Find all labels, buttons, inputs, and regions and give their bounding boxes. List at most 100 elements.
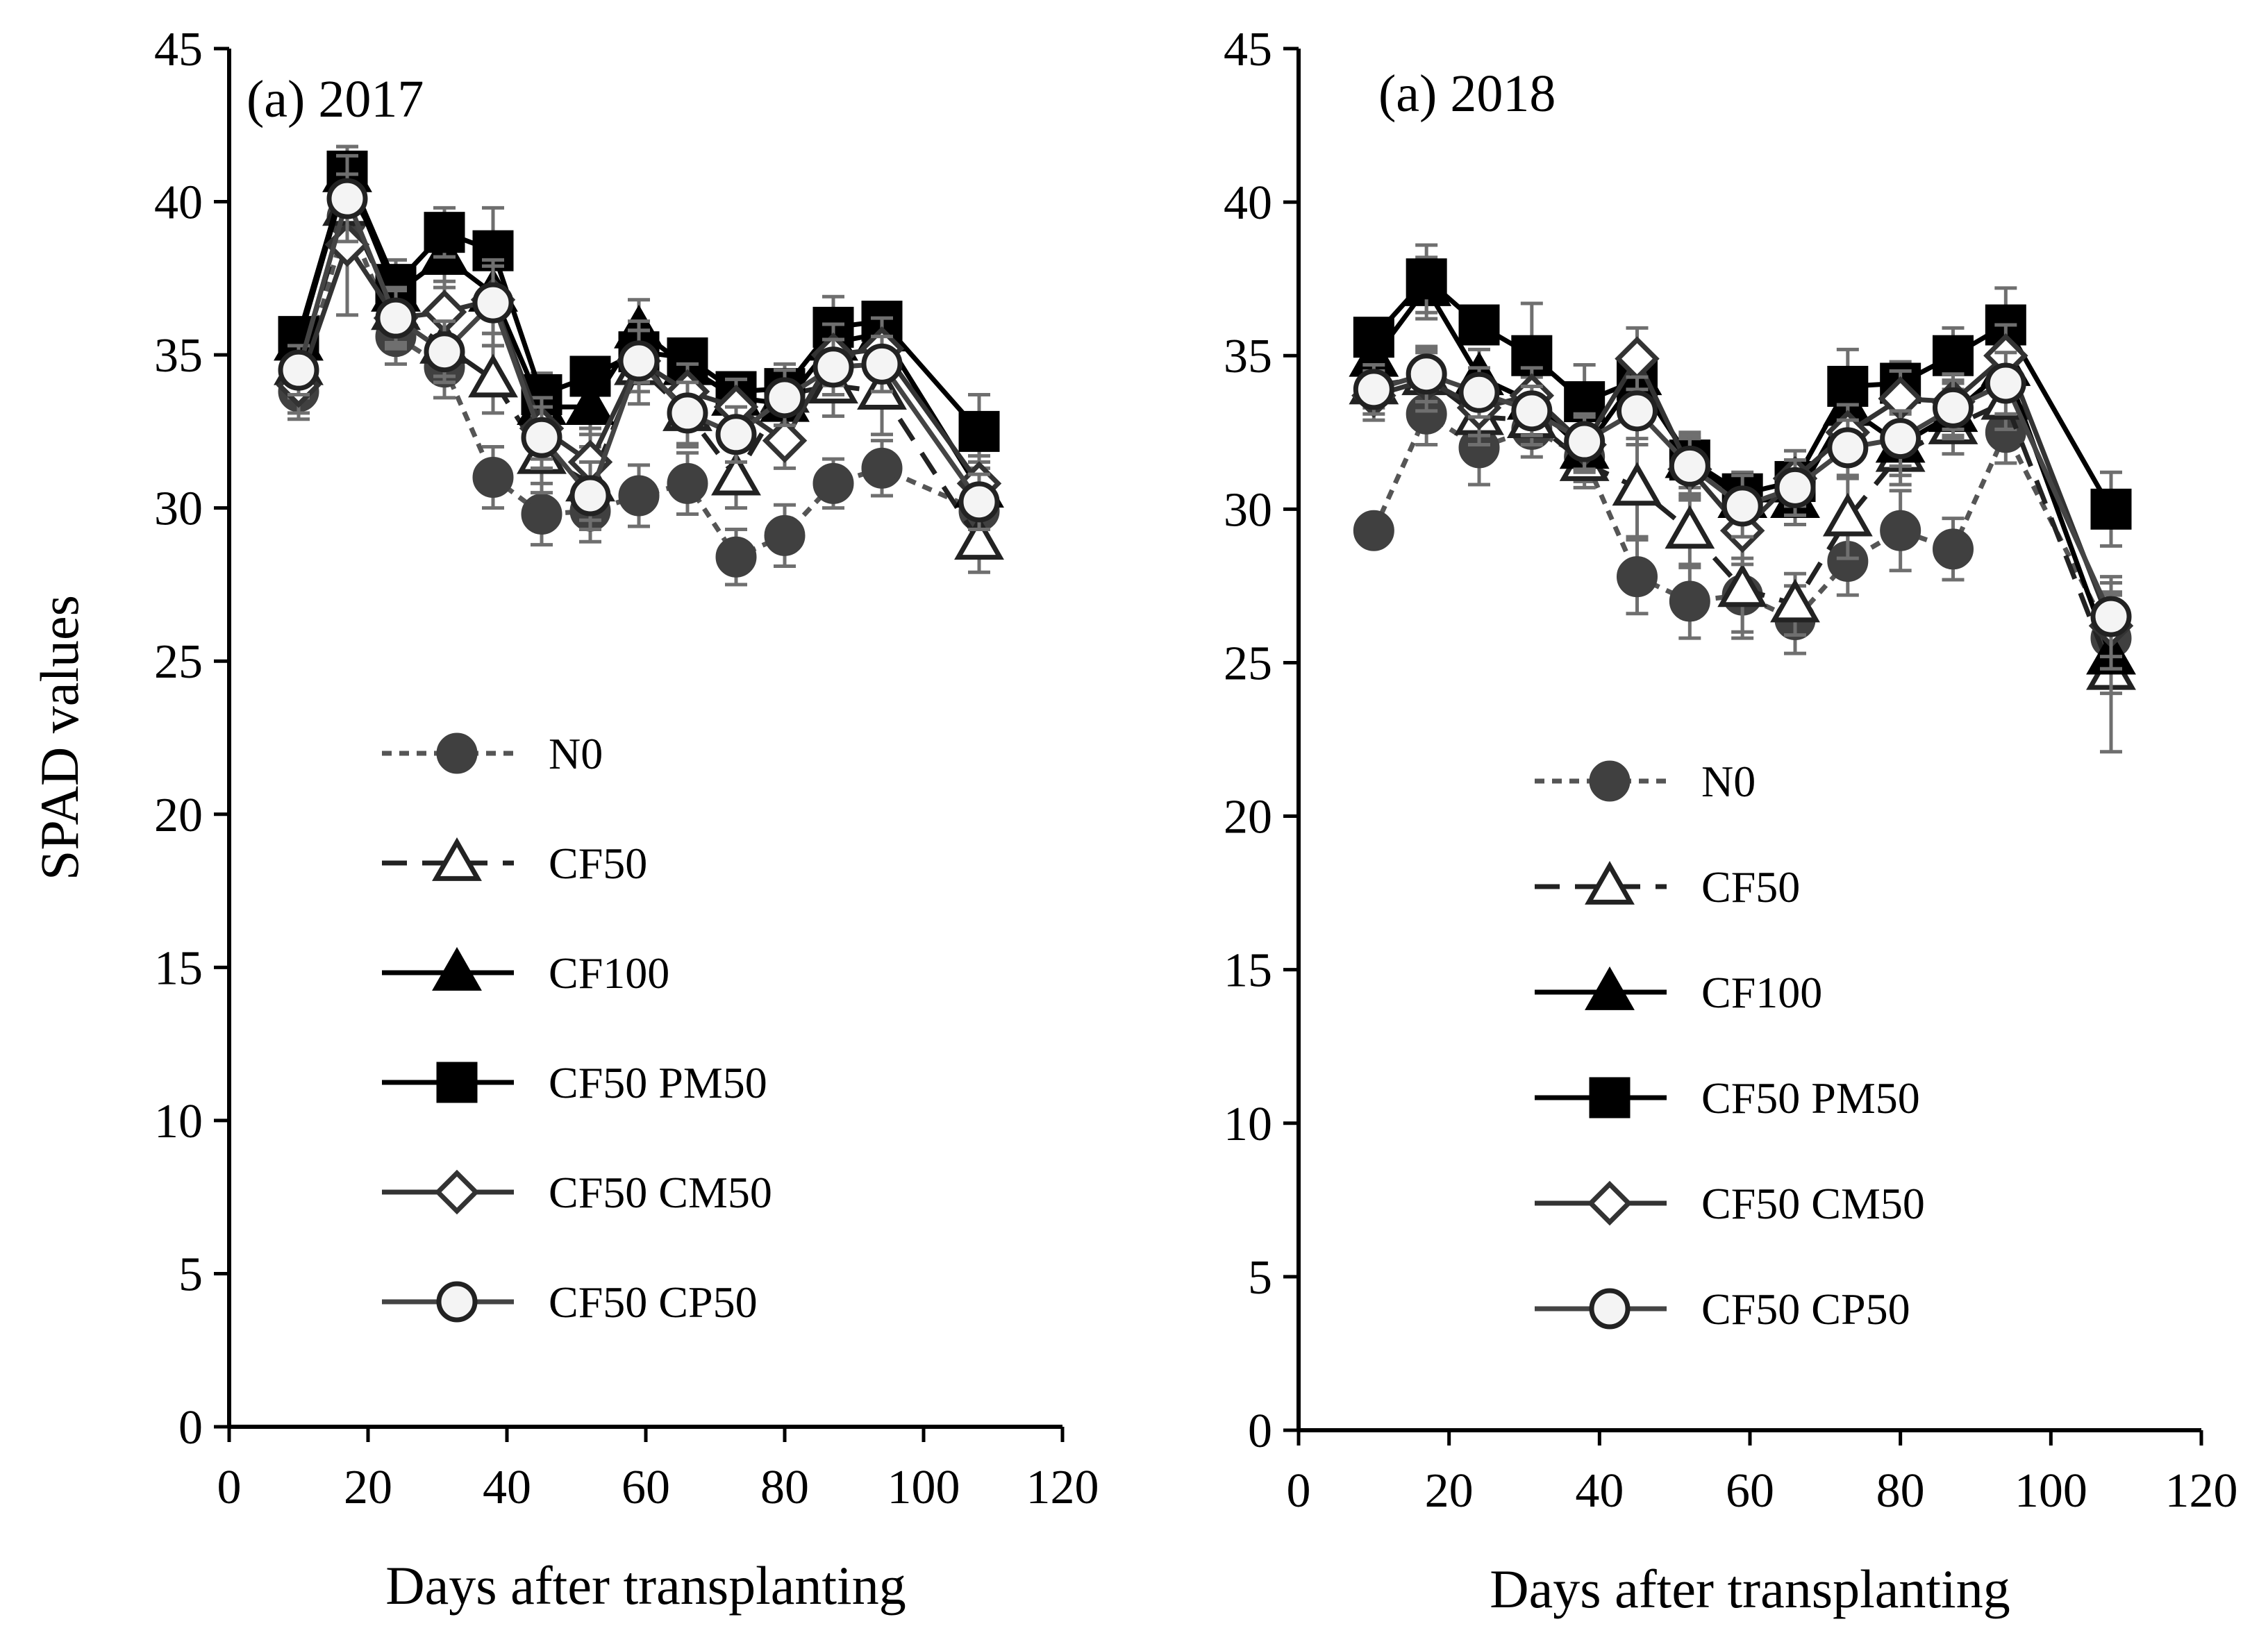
y-tick-label: 20 <box>154 789 203 842</box>
data-point <box>424 331 465 373</box>
legend-label: CF100 <box>549 948 669 998</box>
x-tick-label: 120 <box>2165 1464 2238 1518</box>
series-cf50-cp50 <box>1353 344 2132 659</box>
legend-label: CF50 CP50 <box>1701 1284 1910 1334</box>
y-tick-label: 15 <box>1224 944 1272 998</box>
data-point <box>1353 317 1394 358</box>
data-point <box>764 377 806 419</box>
data-point <box>472 457 514 499</box>
x-tick-label: 100 <box>2015 1464 2087 1518</box>
data-point <box>667 462 708 504</box>
data-point <box>569 355 611 397</box>
y-tick-label: 15 <box>154 941 203 995</box>
legend-marker <box>436 1062 478 1103</box>
data-point <box>326 178 368 219</box>
data-point <box>1458 304 1500 346</box>
legend: N0 CF50 CF100 CF50 PM50 CF50 CM50 CF50 CP50 <box>1535 757 1925 1334</box>
y-tick-label: 40 <box>154 176 203 230</box>
legend-label: N0 <box>1701 757 1756 806</box>
legend-label: CF50 PM50 <box>1701 1073 1920 1123</box>
y-tick-label: 5 <box>1248 1251 1272 1305</box>
legend-label: CF50 <box>549 839 647 888</box>
legend-marker <box>1589 1077 1631 1119</box>
data-point <box>1827 427 1869 469</box>
data-point <box>762 418 808 463</box>
data-point <box>958 410 1000 452</box>
y-axis-title: SPAD values <box>29 595 90 880</box>
x-tick-label: 80 <box>760 1461 809 1514</box>
legend-marker <box>434 1169 480 1215</box>
legend-item-cf50-cp50: CF50 CP50 <box>1535 1284 1910 1334</box>
panel-title: (a) 2018 <box>1378 65 1556 123</box>
y-tick-label: 35 <box>1224 330 1272 383</box>
series-cf50-cp50 <box>278 153 1000 532</box>
data-point <box>1933 528 1974 570</box>
x-axis-title: Days after transplanting <box>1490 1559 2010 1619</box>
legend-marker <box>1585 861 1635 905</box>
x-tick-label: 40 <box>483 1461 531 1514</box>
legend-label: CF50 CM50 <box>549 1168 772 1217</box>
data-point <box>1564 421 1606 462</box>
data-point <box>667 392 708 434</box>
legend-item-cf100: CF100 <box>382 947 669 998</box>
legend-label: CF50 PM50 <box>549 1058 767 1107</box>
data-point <box>954 516 1004 560</box>
legend-marker <box>432 837 482 881</box>
legend-marker <box>436 732 478 774</box>
data-point <box>375 297 417 339</box>
y-tick-label: 30 <box>1224 483 1272 537</box>
data-point <box>861 343 903 385</box>
data-point <box>1770 578 1820 623</box>
data-point <box>1665 505 1715 549</box>
data-point <box>1353 369 1394 410</box>
panel-title: (a) 2017 <box>247 70 424 128</box>
data-point <box>715 536 757 578</box>
y-tick-label: 10 <box>1224 1098 1272 1151</box>
legend-item-n0: N0 <box>1535 757 1756 806</box>
data-point <box>1880 418 1921 460</box>
data-point <box>764 514 806 556</box>
x-tick-label: 20 <box>1425 1464 1474 1518</box>
data-point <box>1617 556 1658 598</box>
legend-marker <box>432 947 482 991</box>
legend-marker <box>1589 760 1631 802</box>
data-point <box>424 212 465 253</box>
legend-item-cf50-cm50: CF50 CM50 <box>1535 1179 1925 1228</box>
legend-item-n0: N0 <box>382 729 603 778</box>
data-point <box>1617 390 1658 432</box>
data-point <box>1880 510 1921 551</box>
data-point <box>618 340 660 382</box>
x-tick-label: 40 <box>1575 1464 1624 1518</box>
x-tick-label: 60 <box>1726 1464 1774 1518</box>
x-tick-label: 80 <box>1876 1464 1925 1518</box>
data-point <box>715 414 757 455</box>
legend-item-cf100: CF100 <box>1535 966 1822 1017</box>
data-point <box>472 282 514 324</box>
y-tick-label: 45 <box>1224 23 1272 76</box>
data-point <box>468 353 518 398</box>
x-tick-label: 0 <box>1287 1464 1311 1518</box>
legend-item-cf50-pm50: CF50 PM50 <box>1535 1073 1920 1123</box>
x-tick-label: 120 <box>1026 1461 1099 1514</box>
data-point <box>812 462 854 504</box>
data-point <box>1822 492 1873 537</box>
data-point <box>521 493 562 535</box>
data-point <box>1612 462 1662 506</box>
y-tick-label: 5 <box>178 1248 203 1301</box>
legend-marker <box>1585 966 1635 1010</box>
data-point <box>569 475 611 517</box>
y-tick-label: 25 <box>1224 637 1272 690</box>
legend-item-cf50-pm50: CF50 PM50 <box>382 1058 767 1107</box>
x-tick-label: 60 <box>622 1461 670 1514</box>
data-point <box>861 447 903 489</box>
chart-panel-2018: 0 5 10 15 20 25 30 35 40 45 0 20 40 60 80 100 120 Days af… <box>1224 23 2238 1619</box>
legend-label: CF100 <box>1701 968 1822 1017</box>
data-point <box>1933 335 1974 376</box>
legend-label: CF50 <box>1701 862 1800 912</box>
x-tick-label: 100 <box>887 1461 960 1514</box>
legend-marker <box>1589 1288 1631 1330</box>
legend-marker <box>436 1281 478 1323</box>
data-point <box>1985 362 2026 404</box>
data-point <box>278 349 319 391</box>
